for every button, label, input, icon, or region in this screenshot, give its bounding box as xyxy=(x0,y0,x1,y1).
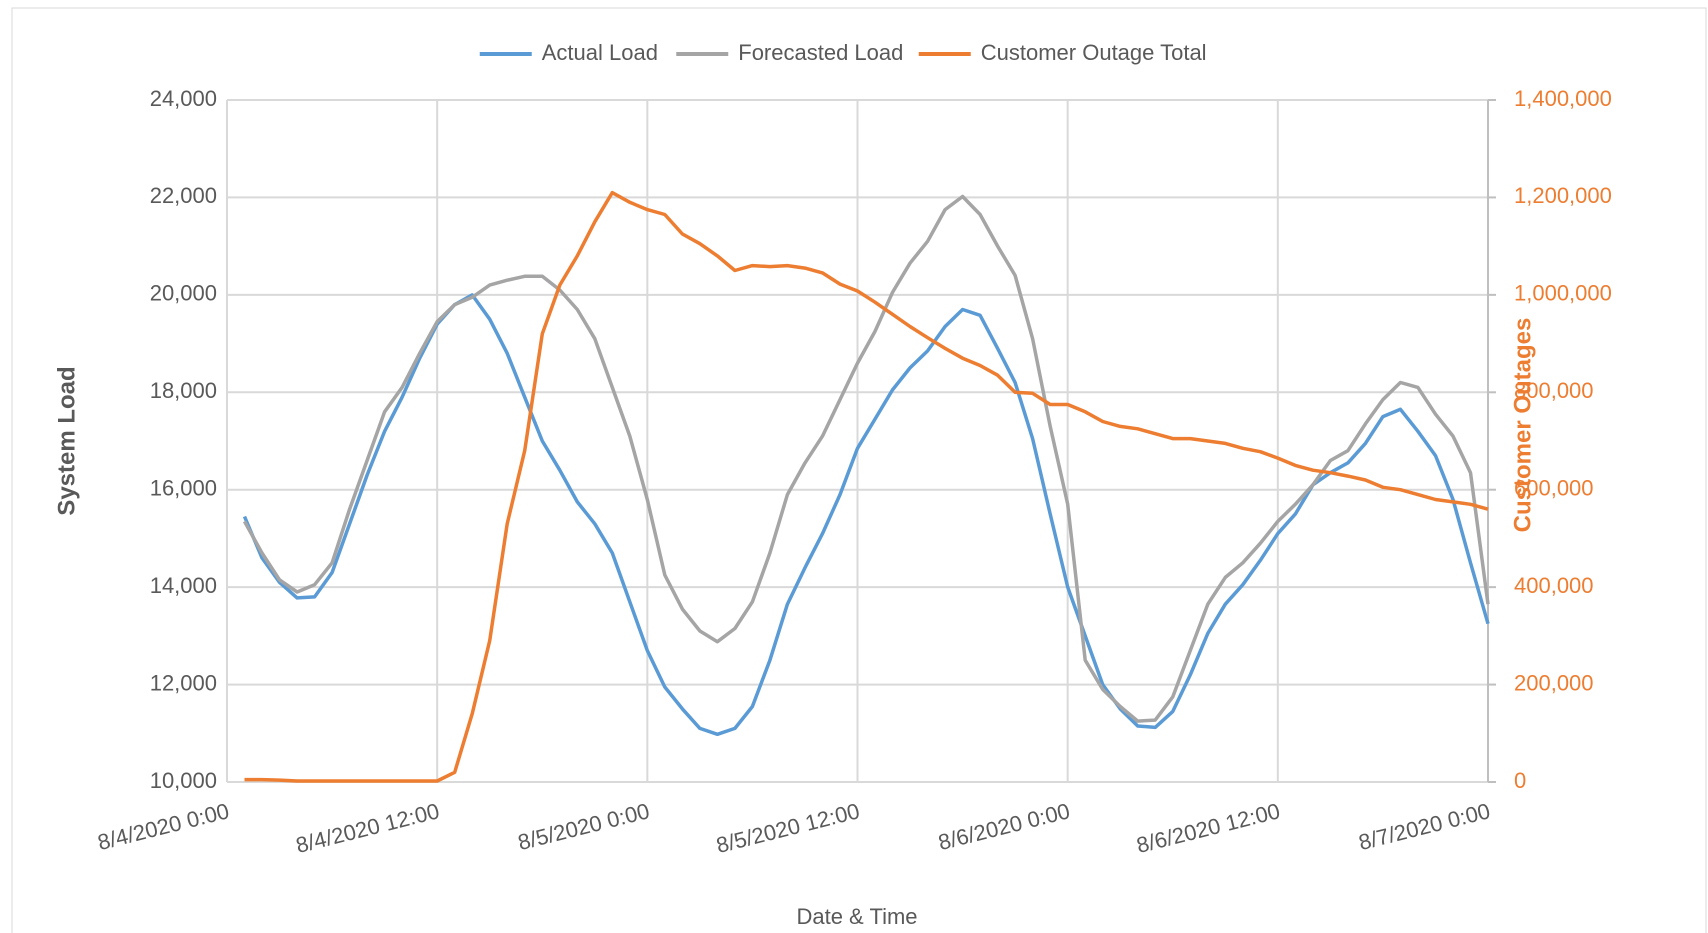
y2-axis-title: Customer Outages xyxy=(1509,318,1536,533)
x-tick-label: 8/5/2020 0:00 xyxy=(515,798,652,855)
x-tick-label: 8/4/2020 0:00 xyxy=(95,798,232,855)
x-tick-label: 8/7/2020 0:00 xyxy=(1356,798,1493,855)
x-tick-label: 8/5/2020 12:00 xyxy=(714,798,862,858)
x-tick-label: 8/6/2020 0:00 xyxy=(936,798,1073,855)
y2-tick-label: 1,400,000 xyxy=(1514,86,1612,111)
y-tick-label: 12,000 xyxy=(150,670,217,695)
y-tick-label: 18,000 xyxy=(150,378,217,403)
y-tick-label: 14,000 xyxy=(150,573,217,598)
y-tick-label: 20,000 xyxy=(150,281,217,306)
series-line xyxy=(242,293,1490,737)
y2-tick-label: 1,200,000 xyxy=(1514,183,1612,208)
series-line xyxy=(242,194,1490,723)
x-tick-label: 8/6/2020 12:00 xyxy=(1134,798,1282,858)
legend-label: Forecasted Load xyxy=(738,40,903,65)
y-tick-label: 10,000 xyxy=(150,768,217,793)
y2-tick-label: 600,000 xyxy=(1514,476,1594,501)
y2-tick-label: 200,000 xyxy=(1514,670,1594,695)
y-tick-label: 16,000 xyxy=(150,476,217,501)
y2-tick-label: 1,000,000 xyxy=(1514,281,1612,306)
series-line xyxy=(244,190,1489,783)
y2-tick-label: 400,000 xyxy=(1514,573,1594,598)
x-axis-title: Date & Time xyxy=(796,904,917,929)
y-axis-title: System Load xyxy=(53,366,80,515)
y-tick-label: 22,000 xyxy=(150,183,217,208)
chart-frame xyxy=(11,7,1707,933)
y-tick-label: 24,000 xyxy=(150,86,217,111)
y2-tick-label: 0 xyxy=(1514,768,1526,793)
legend-label: Customer Outage Total xyxy=(981,40,1207,65)
y2-tick-label: 800,000 xyxy=(1514,378,1594,403)
x-tick-label: 8/4/2020 12:00 xyxy=(293,798,441,858)
legend-label: Actual Load xyxy=(542,40,658,65)
